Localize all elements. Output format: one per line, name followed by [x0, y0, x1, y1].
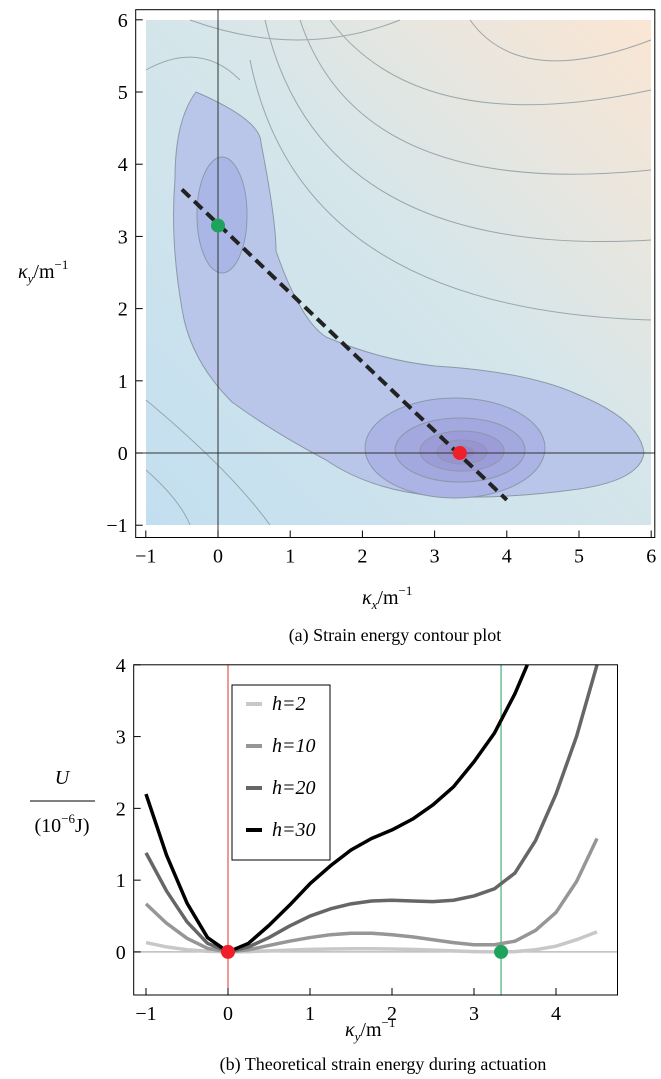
legend-label: h=30	[272, 819, 316, 841]
y-axis-label: κy/m−1	[18, 257, 68, 286]
label-part: −1	[382, 1015, 396, 1030]
legend-label: h=2	[272, 693, 306, 715]
y-tick-label: 1	[118, 371, 128, 393]
x-tick-label: 3	[430, 546, 440, 568]
plot-frame	[133, 664, 618, 996]
x-tick-label: −1	[135, 546, 156, 568]
x-tick-label: 0	[223, 1003, 233, 1025]
legend-label: h=10	[272, 735, 316, 757]
y-tick-label: 6	[118, 10, 128, 32]
label-part: /m	[360, 1019, 382, 1041]
point	[221, 944, 235, 959]
y-tick-label: 4	[116, 655, 126, 677]
plot-frame	[135, 9, 656, 538]
point	[452, 446, 467, 461]
x-axis-label: κx/m−1	[362, 583, 412, 612]
y-tick-label: 5	[118, 82, 128, 104]
series-line	[144, 664, 529, 954]
y-tick-label: 0	[116, 942, 126, 964]
caption: (b) Theoretical strain energy during act…	[220, 1054, 547, 1075]
x-tick-label: 4	[551, 1003, 561, 1025]
legend: h=2 h=10 h=20 h=30	[231, 684, 331, 861]
label-part: −1	[399, 583, 413, 598]
y-tick-label: 3	[118, 226, 128, 248]
y-tick-label: 1	[116, 870, 126, 892]
label-part: /m	[377, 587, 399, 609]
x-tick-label: 5	[574, 546, 584, 568]
point	[494, 944, 509, 959]
label-part: κ	[18, 261, 28, 283]
label-part: −6	[61, 811, 75, 826]
point	[211, 218, 226, 233]
x-tick-label: 4	[502, 546, 512, 568]
x-tick-label: 1	[305, 1003, 315, 1025]
y-tick-label: 2	[116, 798, 126, 820]
x-tick-label: 6	[646, 546, 656, 568]
label-part: −1	[55, 257, 69, 272]
dashed-line	[180, 188, 509, 502]
label-part: x	[371, 597, 378, 612]
label-part: J)	[75, 815, 89, 837]
series-line	[144, 837, 599, 954]
y-tick-label: −1	[106, 515, 127, 537]
contour-field	[145, 19, 652, 526]
label-part: κ	[345, 1019, 355, 1041]
y-tick-label: 3	[116, 727, 126, 749]
label-part: y	[353, 1029, 361, 1044]
x-tick-label: 0	[213, 546, 223, 568]
x-axis-label: κy/m−1	[345, 1015, 395, 1044]
label-part: κ	[362, 587, 372, 609]
y-tick-label: 0	[118, 443, 128, 465]
legend-label: h=20	[272, 777, 316, 799]
x-tick-label: 1	[285, 546, 295, 568]
x-tick-label: 2	[357, 546, 367, 568]
x-tick-label: −1	[135, 1003, 156, 1025]
y-tick-label: 4	[118, 154, 128, 176]
series-line	[144, 664, 599, 954]
y-axis-label: (10−6J)	[35, 811, 90, 837]
label-part: (10	[35, 815, 62, 837]
label-part: y	[26, 271, 34, 286]
y-tick-label: 2	[118, 299, 128, 321]
label-part: /m	[33, 261, 55, 283]
y-axis-label: U	[55, 767, 71, 789]
x-tick-label: 2	[387, 1003, 397, 1025]
x-tick-label: 3	[469, 1003, 479, 1025]
caption: (a) Strain energy contour plot	[289, 625, 502, 646]
